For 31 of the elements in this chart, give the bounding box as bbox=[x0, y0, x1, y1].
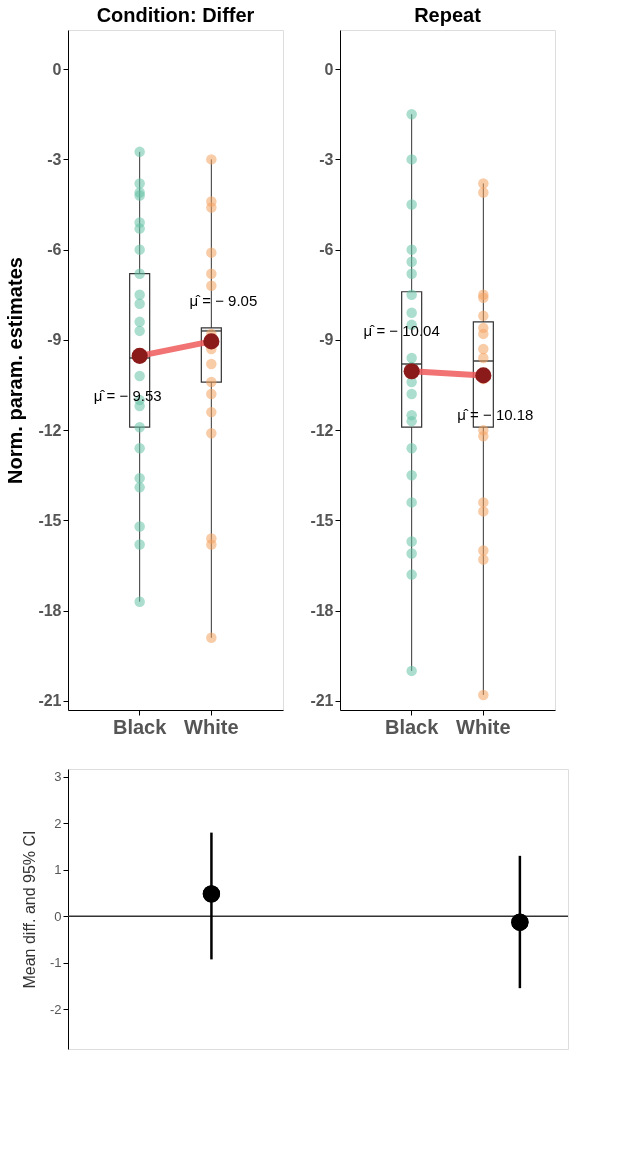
y-tick-label: -3 bbox=[319, 150, 334, 168]
x-tick-label: White bbox=[456, 715, 511, 738]
y-tick-label: -9 bbox=[319, 331, 334, 349]
y-tick-label: -12 bbox=[38, 421, 62, 439]
x-tick-label: Black bbox=[112, 715, 168, 738]
y-tick-label: -9 bbox=[47, 331, 62, 349]
y-tick-label: 2 bbox=[54, 815, 62, 831]
y-tick-label: 0 bbox=[54, 908, 62, 924]
y-tick-label: -15 bbox=[310, 511, 334, 529]
y-axis-title: Mean diff. and 95% CI bbox=[20, 830, 38, 989]
y-tick-label: 3 bbox=[54, 769, 62, 785]
y-tick-label: -6 bbox=[319, 241, 334, 259]
y-tick-label: -1 bbox=[49, 955, 62, 971]
y-tick-label: 0 bbox=[52, 60, 62, 78]
y-tick-label: -15 bbox=[38, 511, 62, 529]
y-tick-label: 1 bbox=[54, 862, 62, 878]
x-tick-label: Black bbox=[384, 715, 440, 738]
chart-title: Repeat bbox=[414, 4, 482, 26]
y-tick-label: -12 bbox=[310, 421, 334, 439]
y-tick-label: 0 bbox=[324, 60, 334, 78]
y-tick-label: -21 bbox=[310, 692, 334, 710]
y-tick-label: -18 bbox=[38, 602, 62, 620]
x-tick-label: White bbox=[184, 715, 239, 738]
y-tick-label: -3 bbox=[47, 150, 62, 168]
y-axis-title: Norm. param. estimates bbox=[4, 257, 27, 484]
chart-title: Condition: Differ bbox=[96, 4, 255, 26]
y-tick-label: -18 bbox=[310, 602, 334, 620]
y-tick-label: -21 bbox=[38, 692, 62, 710]
y-tick-label: -6 bbox=[47, 241, 62, 259]
y-tick-label: -2 bbox=[49, 1001, 62, 1017]
annotation: μ̂ = − 9.05 bbox=[189, 292, 258, 310]
